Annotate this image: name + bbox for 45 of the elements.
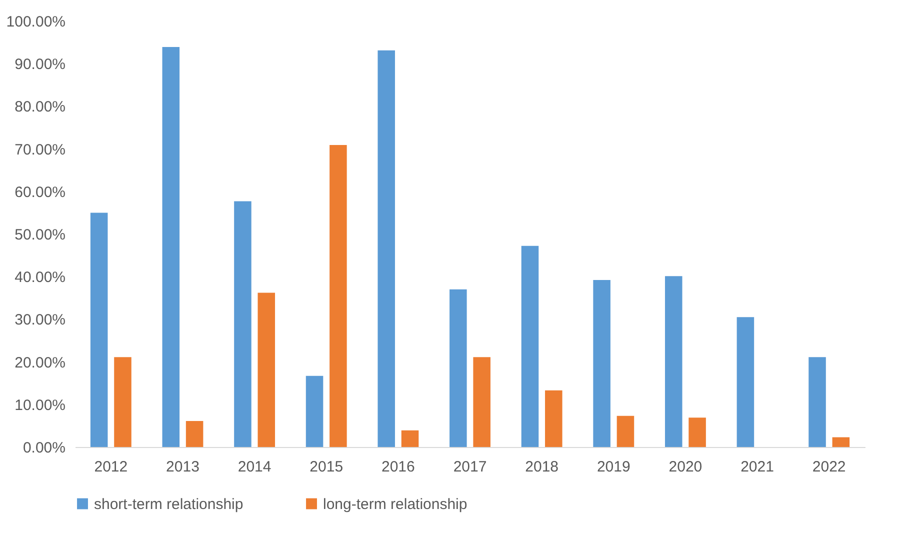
bar [401,430,419,447]
bar [593,280,610,447]
y-tick-label: 90.00% [14,56,66,74]
y-tick-label: 70.00% [14,141,66,158]
x-tick-label: 2020 [668,458,702,476]
y-tick-label: 10.00% [14,396,66,414]
bar [736,317,754,447]
bar [114,357,132,447]
bar [330,144,347,447]
bar [521,246,539,447]
x-tick-label: 2014 [238,458,272,476]
bar [616,416,634,447]
bar [545,390,562,447]
x-tick-label: 2021 [740,458,774,476]
y-tick-label: 30.00% [14,312,66,329]
y-tick-label: 20.00% [14,354,66,372]
bar [688,418,706,447]
y-tick-label: 40.00% [14,269,66,286]
y-tick-label: 100.00% [6,14,66,30]
bar [664,276,682,447]
bar [258,292,276,447]
bar [378,50,395,447]
bar [832,437,850,447]
y-tick-label: 80.00% [14,98,66,116]
y-tick-label: 0.00% [22,440,66,456]
x-tick-label: 2019 [596,458,630,476]
x-tick-label: 2016 [381,458,415,476]
y-tick-label: 60.00% [14,184,66,201]
bar [162,46,180,447]
bar [473,357,490,447]
bar [808,357,826,447]
x-tick-label: 2018 [525,458,559,476]
bar [186,421,204,447]
bar [450,289,467,447]
x-tick-label: 2022 [812,458,846,476]
x-tick-label: 2013 [166,458,200,476]
y-tick-label: 50.00% [14,226,66,244]
x-tick-label: 2015 [310,458,344,476]
bar [306,376,324,447]
legend-label: long-term relationship [323,496,468,513]
x-tick-label: 2012 [94,458,128,476]
bar [234,201,252,447]
legend-label: short-term relationship [94,496,244,513]
bar [90,212,108,447]
x-tick-label: 2017 [453,458,487,476]
